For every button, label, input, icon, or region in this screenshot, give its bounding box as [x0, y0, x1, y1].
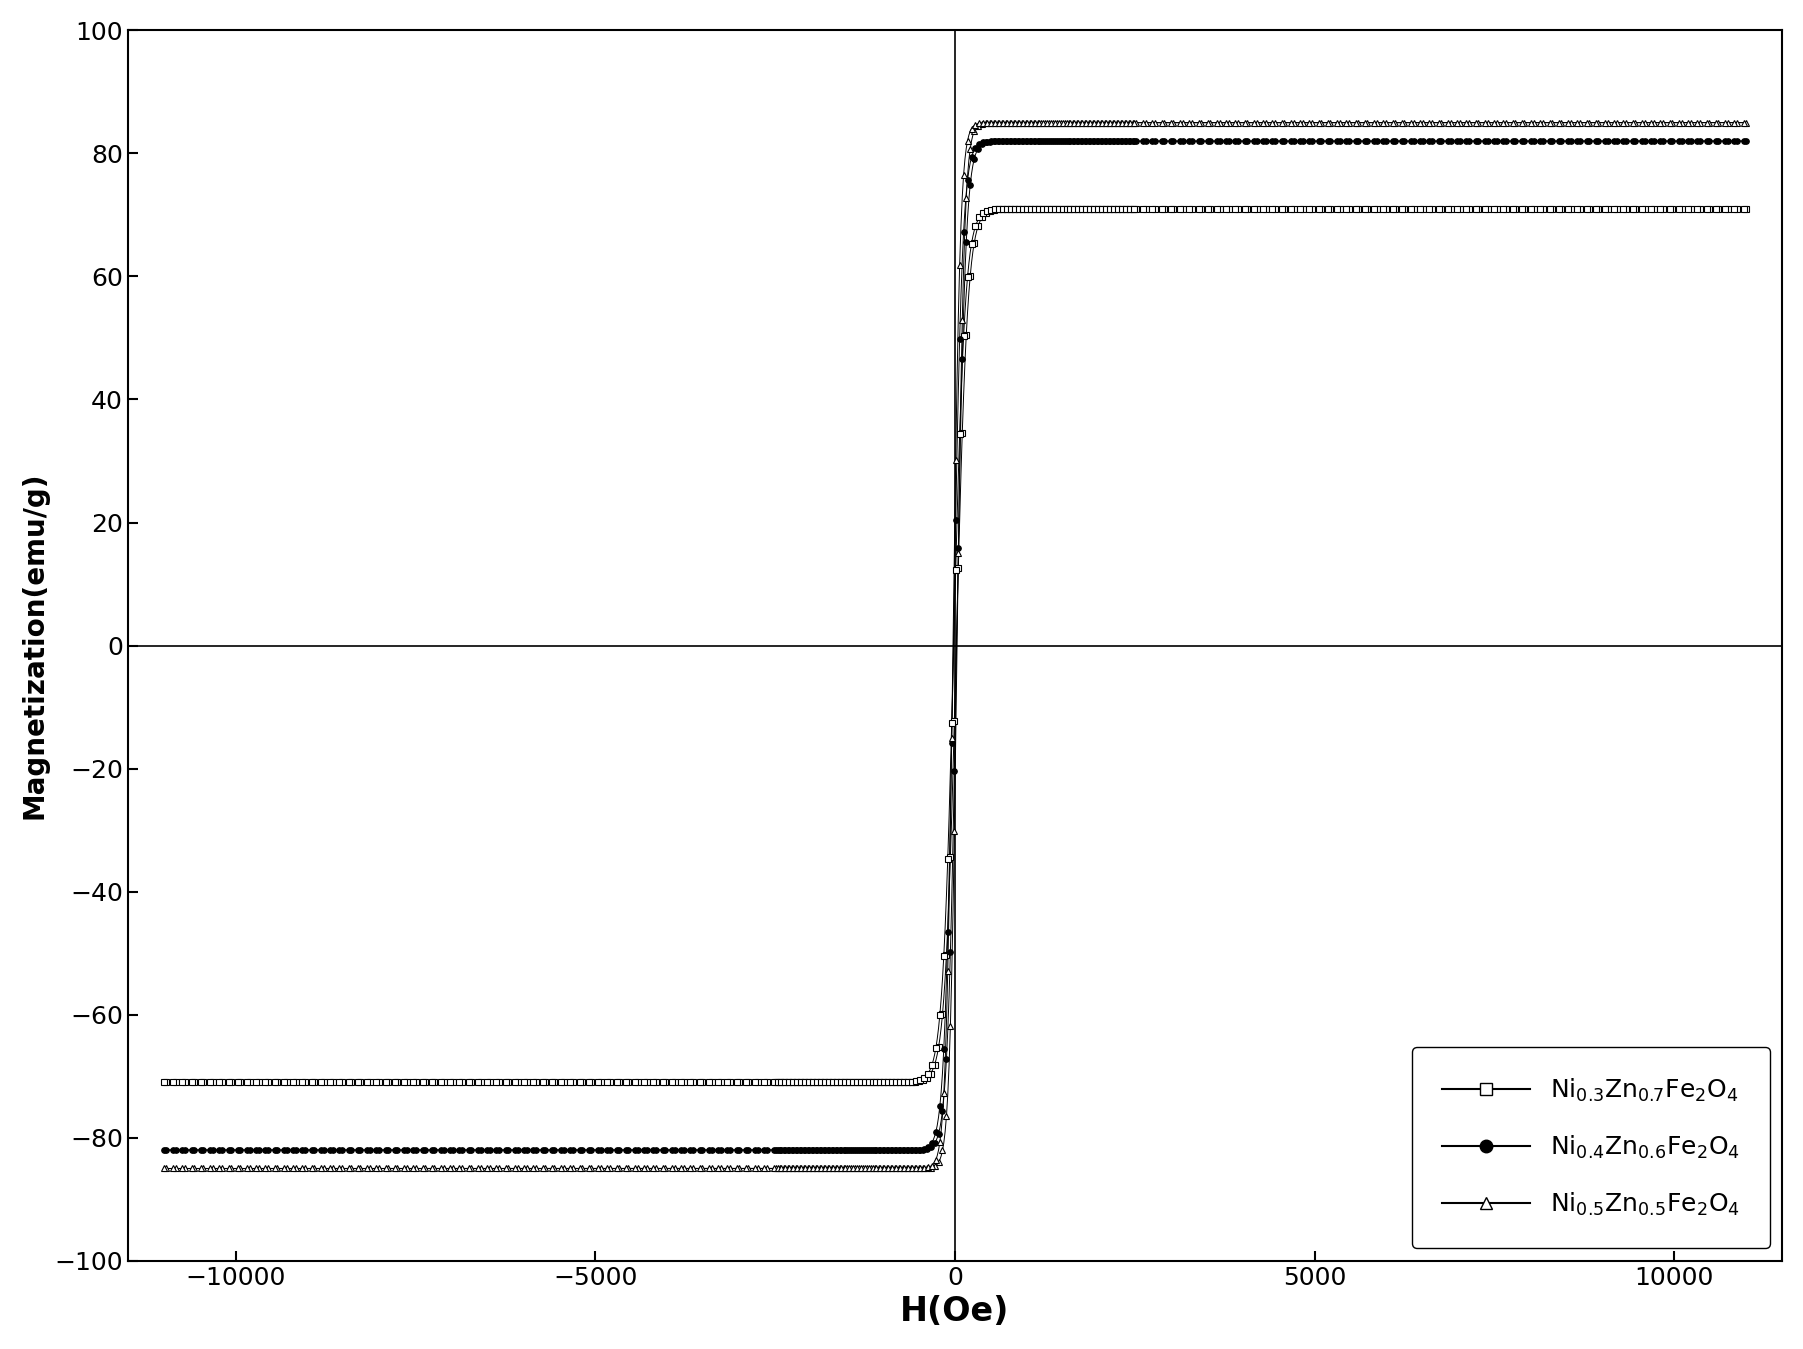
Y-axis label: Magnetization(emu/g): Magnetization(emu/g) — [22, 472, 49, 819]
Legend: Ni$_{0.3}$Zn$_{0.7}$Fe$_{2}$O$_{4}$, Ni$_{0.4}$Zn$_{0.6}$Fe$_{2}$O$_{4}$, Ni$_{0: Ni$_{0.3}$Zn$_{0.7}$Fe$_{2}$O$_{4}$, Ni$… — [1412, 1047, 1771, 1248]
X-axis label: H(Oe): H(Oe) — [900, 1295, 1010, 1329]
